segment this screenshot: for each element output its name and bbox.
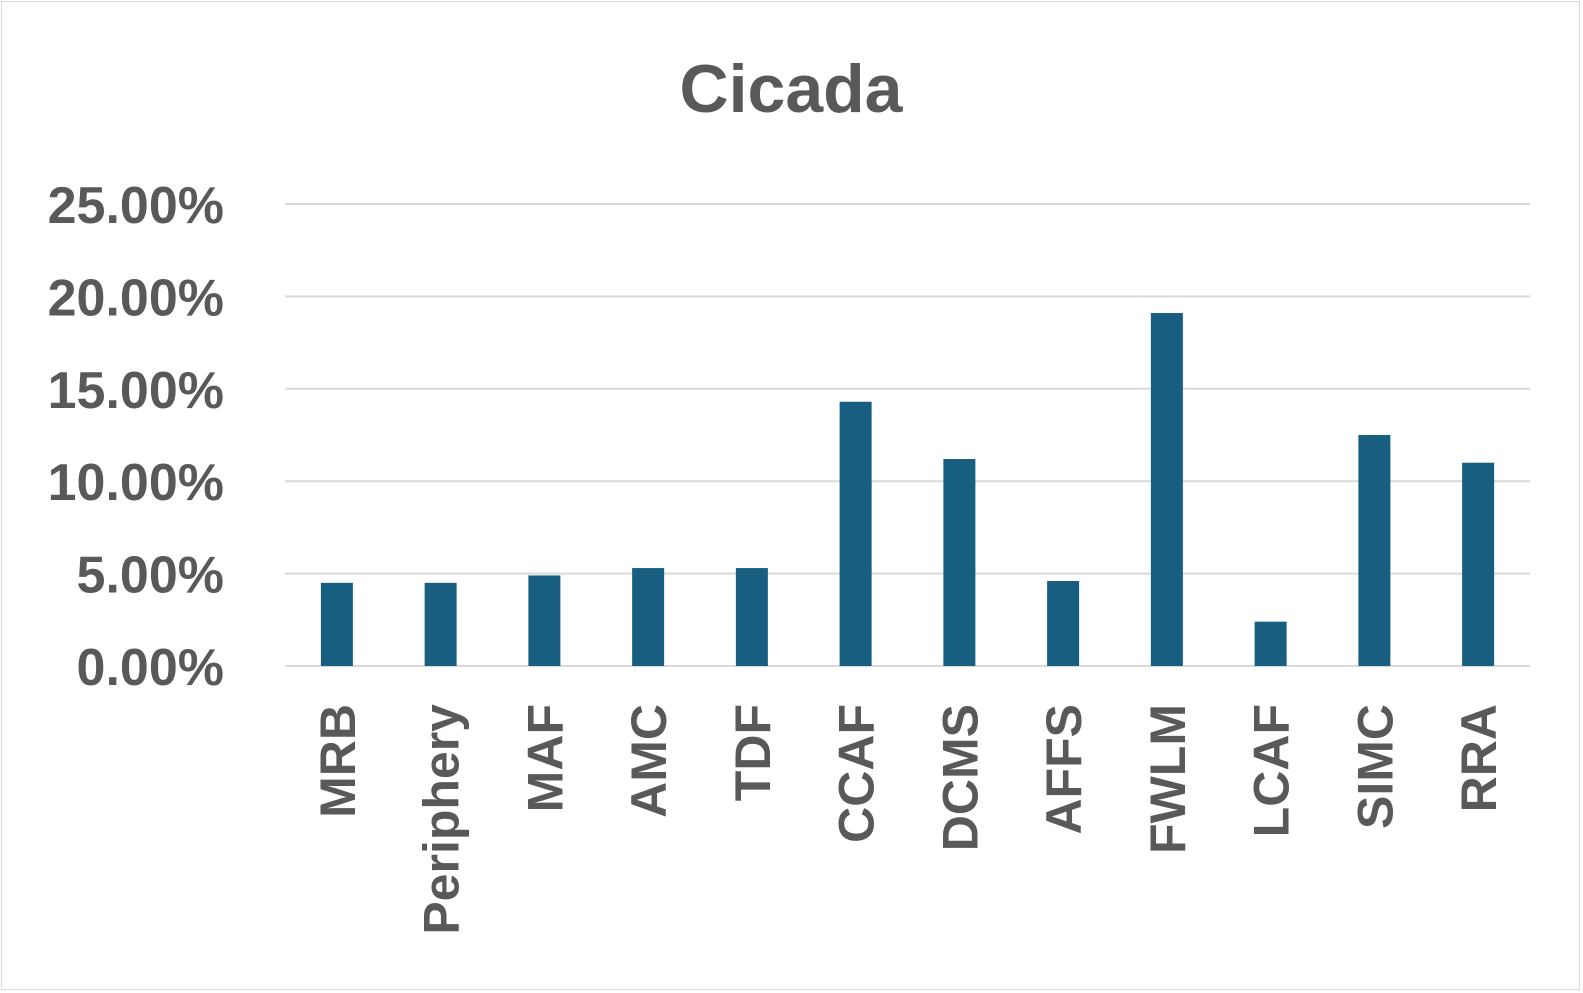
bar-maf [528, 575, 561, 666]
gridlines [285, 203, 1530, 667]
y-tick-label: 10.00% [48, 454, 224, 512]
y-tick-label: 25.00% [48, 177, 224, 235]
x-category-label: MRB [310, 704, 366, 818]
y-axis-tick-labels: 0.00% 5.00% 10.00% 15.00% 20.00% 25.00% [48, 177, 224, 697]
x-category-label: DCMS [932, 704, 988, 851]
bar-dcms [943, 459, 976, 666]
bar-amc [632, 568, 665, 666]
x-category-label: TDF [725, 704, 781, 801]
x-category-label: SIMC [1347, 704, 1403, 829]
bar-simc [1358, 435, 1391, 666]
y-tick-label: 0.00% [77, 639, 224, 697]
x-category-label: MAF [517, 704, 573, 812]
bar-lcaf [1254, 621, 1287, 666]
bar-mrb [320, 582, 353, 666]
bar-periphery [424, 582, 457, 666]
bar-ccaf [839, 401, 872, 666]
x-category-label: RRA [1451, 704, 1507, 812]
y-tick-label: 20.00% [48, 269, 224, 327]
bar-affs [1047, 580, 1080, 666]
x-category-label: AMC [621, 704, 677, 818]
y-tick-label: 15.00% [48, 362, 224, 420]
bar-fwlm [1150, 313, 1183, 666]
chart-title: Cicada [680, 51, 904, 127]
x-category-label: AFFS [1036, 704, 1092, 835]
bar-rra [1462, 462, 1495, 666]
y-tick-label: 5.00% [77, 547, 224, 605]
x-category-label: LCAF [1244, 704, 1300, 837]
x-category-label: Periphery [414, 704, 470, 935]
bars [320, 313, 1495, 666]
x-axis-category-labels: MRB Periphery MAF AMC TDF CCAF DCMS AFFS FWLM LCA… [310, 704, 1507, 935]
bar-tdf [735, 568, 768, 666]
x-category-label: FWLM [1140, 704, 1196, 854]
x-category-label: CCAF [829, 704, 885, 843]
